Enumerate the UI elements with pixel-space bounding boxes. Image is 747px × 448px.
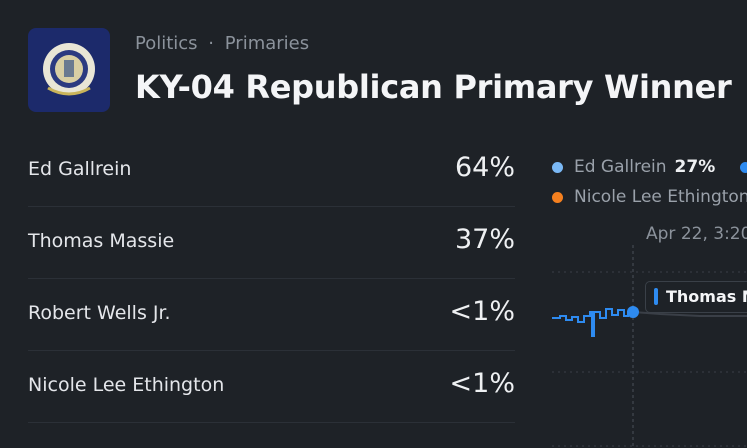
legend-name: Ed Gallrein — [574, 157, 667, 177]
outcome-chance: <1% — [449, 296, 515, 327]
price-line — [552, 308, 633, 337]
outcome-name: Robert Wells Jr. — [28, 302, 171, 324]
outcome-name: Ed Gallrein — [28, 158, 132, 180]
separator: · — [208, 33, 215, 54]
legend-dot — [552, 192, 563, 203]
breadcrumb: Politics · Primaries — [135, 33, 309, 54]
outcome-chance: <1% — [449, 368, 515, 399]
legend-entry: Ed Gallrein 27% — [574, 157, 715, 177]
breadcrumb-link[interactable]: Politics — [135, 33, 198, 54]
legend-entry: Nicole Lee Ethington — [574, 187, 747, 207]
outcome-name: Nicole Lee Ethington — [28, 374, 225, 396]
legend-name: Nicole Lee Ethington — [574, 187, 747, 207]
outcome-name: Thomas Massie — [28, 230, 175, 252]
outcome-row[interactable]: Thomas Massie 37% — [28, 206, 515, 279]
outcome-row[interactable]: Ed Gallrein 64% — [28, 134, 515, 207]
state-seal-icon — [28, 28, 110, 112]
tooltip: Thomas Massie — [645, 281, 747, 313]
hover-time: Apr 22, 3:20 — [646, 224, 747, 244]
future-line — [632, 311, 747, 317]
outcome-chance: 37% — [454, 224, 515, 255]
legend-dot — [552, 162, 563, 173]
title: KY-04 Republican Primary Winner — [135, 68, 732, 106]
outcome-chance: 64% — [454, 152, 515, 183]
legend-dot — [740, 162, 747, 173]
breadcrumb-link[interactable]: Primaries — [224, 33, 310, 54]
hover-dot — [627, 306, 639, 318]
outcome-row[interactable]: Nicole Lee Ethington <1% — [28, 350, 515, 423]
grid — [552, 271, 747, 447]
outcome-row[interactable]: Robert Wells Jr. <1% — [28, 278, 515, 351]
tooltip-label: Thomas Massie — [666, 287, 747, 306]
legend-value: 27% — [674, 157, 716, 177]
